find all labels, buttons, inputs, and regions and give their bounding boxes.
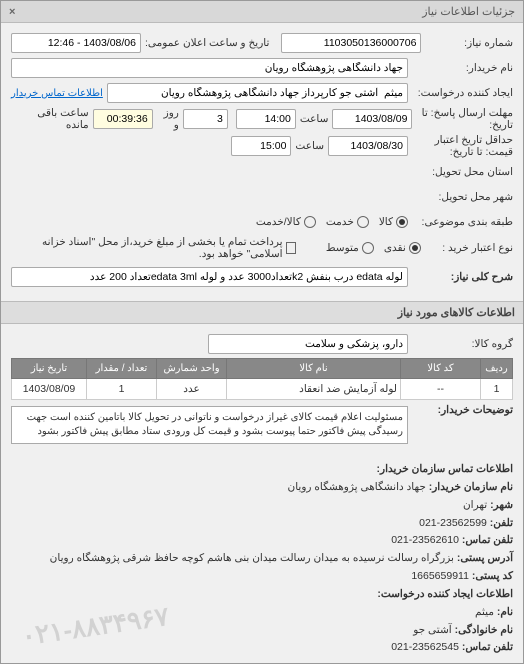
creator-header: اطلاعات ایجاد کننده درخواست: <box>377 588 513 600</box>
contact-header: اطلاعات تماس سازمان خریدار: <box>377 463 513 475</box>
th-unit: واحد شمارش <box>157 359 227 379</box>
contact-link[interactable]: اطلاعات تماس خریدار <box>11 88 103 99</box>
td-row: 1 <box>481 379 513 400</box>
td-code: -- <box>401 379 481 400</box>
remain-time-input[interactable] <box>93 109 153 129</box>
deadline-label: مهلت ارسال پاسخ: تا تاریخ: <box>412 107 513 131</box>
addr-value: بزرگراه رسالت نرسیده به میدان رسالت میدا… <box>50 552 454 564</box>
time-label-2: ساعت <box>291 140 328 152</box>
th-code: کد کالا <box>401 359 481 379</box>
th-name: نام کالا <box>227 359 401 379</box>
category-radio-group: کالا خدمت کالا/خدمت <box>256 216 408 228</box>
phone-label: تلفن: <box>490 517 513 529</box>
purchase-type-label: نوع اعتبار خرید : <box>421 242 513 254</box>
contact-section: اطلاعات تماس سازمان خریدار: نام سازمان خ… <box>1 455 523 663</box>
radio-service-label: خدمت <box>326 216 354 228</box>
lname-value: آشتی جو <box>413 624 451 636</box>
city-value: تهران <box>463 499 487 511</box>
requester-label: ایجاد کننده درخواست: <box>408 87 513 99</box>
buyer-name-input[interactable] <box>11 58 408 78</box>
radio-service-icon <box>357 216 369 228</box>
cphone-value: 23562545-021 <box>391 641 459 653</box>
table-header-row: ردیف کد کالا نام کالا واحد شمارش تعداد /… <box>12 359 513 379</box>
radio-both-icon <box>304 216 316 228</box>
checkbox-treasury[interactable]: پرداخت تمام یا بخشی از مبلغ خرید،از محل … <box>11 236 296 260</box>
radio-medium-icon <box>362 242 374 254</box>
org-value: جهاد دانشگاهی پژوهشگاه رویان <box>288 481 426 493</box>
requester-input[interactable] <box>107 83 408 103</box>
credit-time-input[interactable] <box>231 136 291 156</box>
details-window: جزئیات اطلاعات نیاز × شماره نیاز: تاریخ … <box>0 0 524 664</box>
radio-goods[interactable]: کالا <box>379 216 408 228</box>
desc-input[interactable] <box>11 267 408 287</box>
group-label: گروه کالا: <box>408 338 513 350</box>
lname-label: نام خانوادگی: <box>455 624 513 636</box>
radio-cash-icon <box>409 242 421 254</box>
credit-date-input[interactable] <box>328 136 408 156</box>
buyer-note-text: مسئولیت اعلام قیمت کالای غیراز درخواست و… <box>11 406 408 444</box>
title-bar: جزئیات اطلاعات نیاز × <box>1 1 523 23</box>
radio-cash-label: نقدی <box>384 242 406 254</box>
table-row[interactable]: 1 -- لوله آزمایش ضد انعقاد عدد 1 1403/08… <box>12 379 513 400</box>
td-qty: 1 <box>87 379 157 400</box>
td-name: لوله آزمایش ضد انعقاد <box>227 379 401 400</box>
th-row: ردیف <box>481 359 513 379</box>
td-date: 1403/08/09 <box>12 379 87 400</box>
checkbox-label: پرداخت تمام یا بخشی از مبلغ خرید،از محل … <box>11 236 283 260</box>
radio-goods-label: کالا <box>379 216 393 228</box>
radio-service[interactable]: خدمت <box>326 216 369 228</box>
buyer-note-label: توضیحات خریدار: <box>408 404 513 416</box>
purchase-type-radio-group: نقدی متوسط پرداخت تمام یا بخشی از مبلغ خ… <box>11 236 421 260</box>
city-label: شهر: <box>490 499 513 511</box>
days-input[interactable] <box>183 109 228 129</box>
deadline-time-input[interactable] <box>236 109 296 129</box>
category-label: طبقه بندی موضوعی: <box>408 216 513 228</box>
delivery-province-label: استان محل تحویل: <box>408 166 513 178</box>
announce-input[interactable] <box>11 33 141 53</box>
remain-label: ساعت باقی مانده <box>11 107 93 131</box>
addr-label: آدرس پستی: <box>457 552 513 564</box>
goods-table: ردیف کد کالا نام کالا واحد شمارش تعداد /… <box>11 358 513 400</box>
request-no-label: شماره نیاز: <box>421 37 513 49</box>
buyer-name-label: نام خریدار: <box>408 62 513 74</box>
th-date: تاریخ نیاز <box>12 359 87 379</box>
main-form: شماره نیاز: تاریخ و ساعت اعلان عمومی: نا… <box>1 23 523 297</box>
radio-medium[interactable]: متوسط <box>326 242 374 254</box>
post-value: 1665659911 <box>411 570 469 582</box>
credit-label: حداقل تاریخ اعتبار قیمت: تا تاریخ: <box>408 134 513 158</box>
checkbox-icon <box>286 242 296 254</box>
radio-medium-label: متوسط <box>326 242 359 254</box>
radio-both-label: کالا/خدمت <box>256 216 301 228</box>
announce-label: تاریخ و ساعت اعلان عمومی: <box>141 37 273 49</box>
radio-goods-icon <box>396 216 408 228</box>
name-value: میثم <box>475 606 494 618</box>
deadline-date-input[interactable] <box>332 109 412 129</box>
fax-label: تلفن تماس: <box>462 534 513 546</box>
group-input[interactable] <box>208 334 408 354</box>
request-no-input[interactable] <box>281 33 421 53</box>
phone-value: 23562599-021 <box>419 517 487 529</box>
name-label: نام: <box>497 606 513 618</box>
org-label: نام سازمان خریدار: <box>429 481 513 493</box>
th-qty: تعداد / مقدار <box>87 359 157 379</box>
close-icon[interactable]: × <box>9 6 15 18</box>
fax-value: 23562610-021 <box>391 534 459 546</box>
window-title: جزئیات اطلاعات نیاز <box>422 5 515 18</box>
delivery-city-label: شهر محل تحویل: <box>408 191 513 203</box>
radio-both[interactable]: کالا/خدمت <box>256 216 316 228</box>
radio-cash[interactable]: نقدی <box>384 242 421 254</box>
post-label: کد پستی: <box>472 570 513 582</box>
time-label-1: ساعت <box>296 113 333 125</box>
days-label: روز و <box>153 107 183 131</box>
td-unit: عدد <box>157 379 227 400</box>
cphone-label: تلفن تماس: <box>462 641 513 653</box>
goods-section-header: اطلاعات کالاهای مورد نیاز <box>1 301 523 324</box>
desc-label: شرح کلی نیاز: <box>408 271 513 283</box>
